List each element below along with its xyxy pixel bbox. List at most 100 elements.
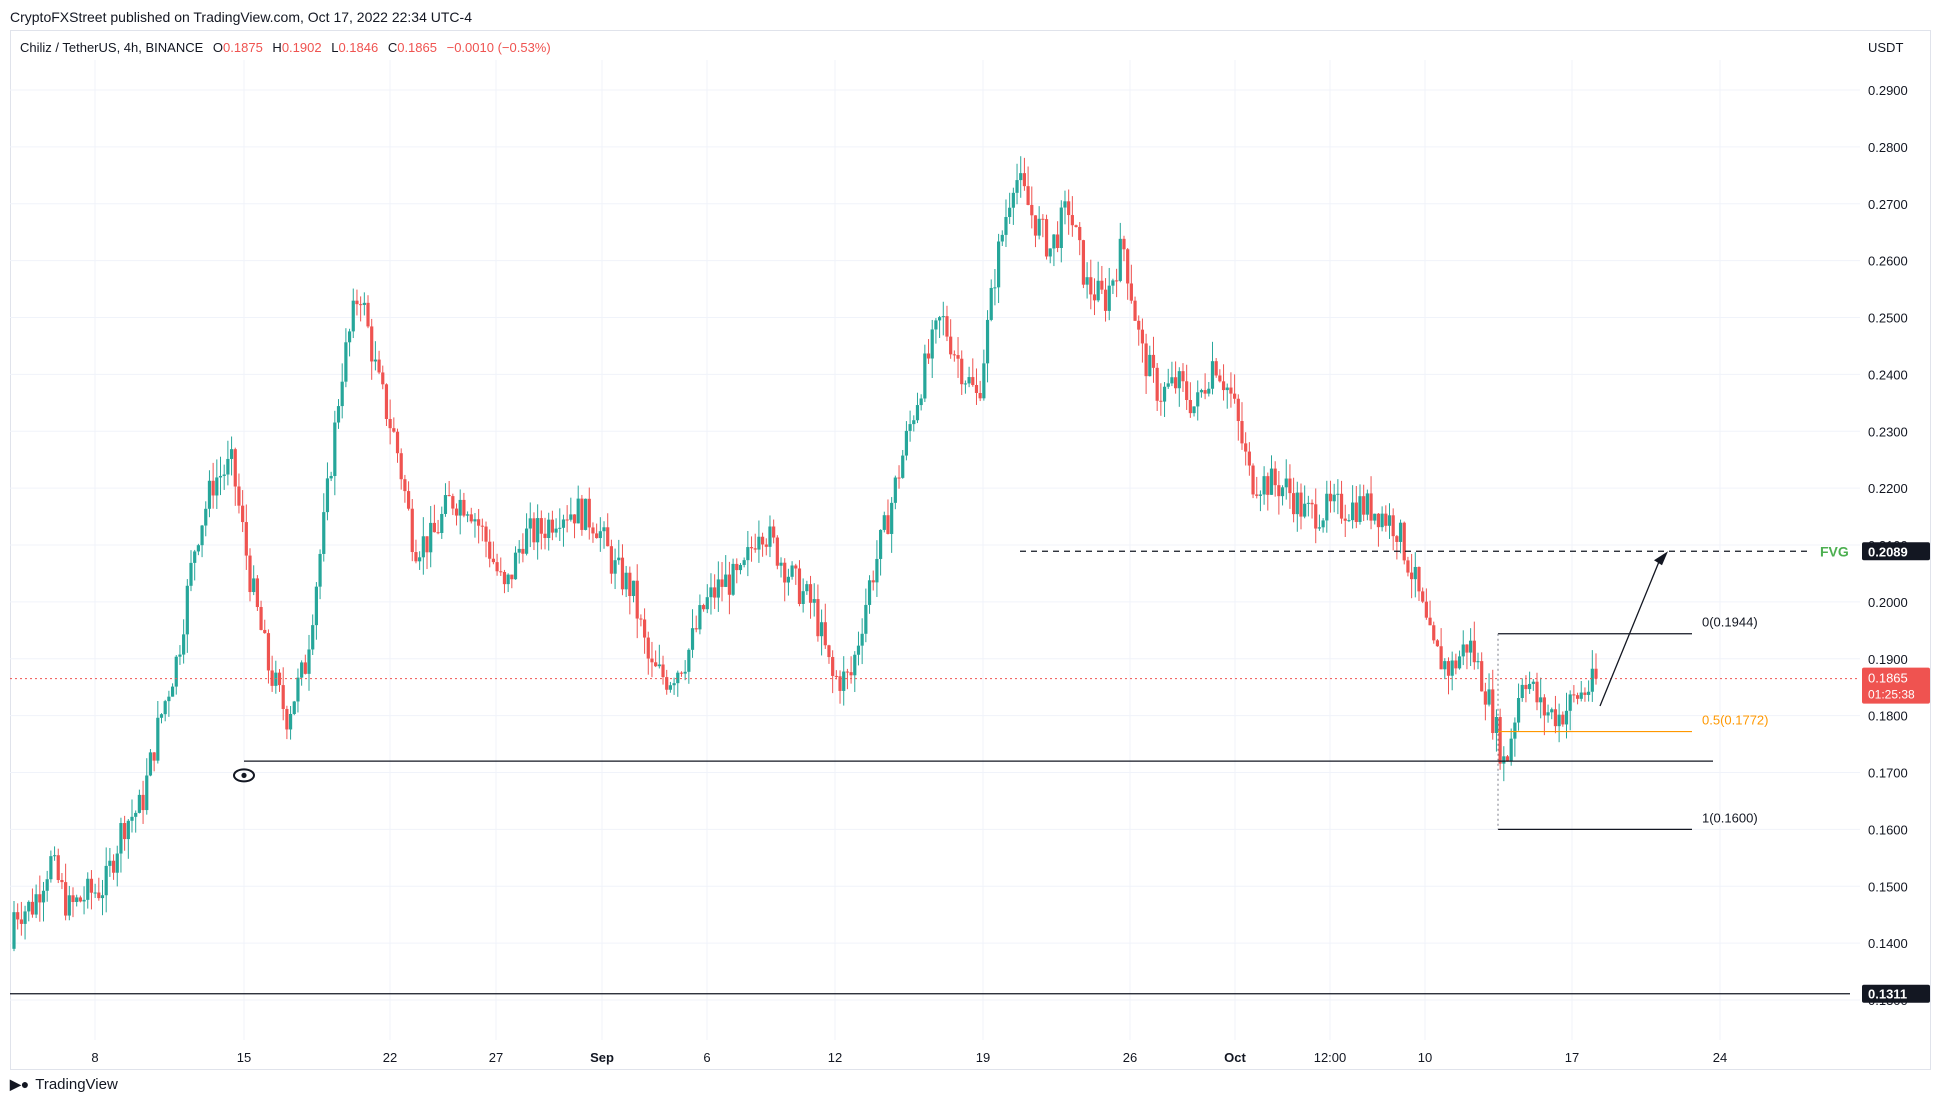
candle-body [742, 560, 746, 565]
candle-body [1557, 714, 1561, 727]
candle-body [720, 579, 724, 587]
candle-body [1022, 173, 1027, 187]
fvg-price-tag [1862, 542, 1930, 561]
candle-body [1432, 625, 1436, 641]
candle-body [436, 532, 440, 534]
candle-body [399, 453, 403, 480]
candle-body [1546, 712, 1550, 716]
candle-body [731, 563, 735, 595]
candle-body [480, 525, 484, 527]
candle-body [1587, 691, 1591, 695]
candle-body [266, 633, 271, 671]
fib-level-label: 0(0.1944) [1702, 615, 1758, 630]
candle-body [528, 518, 532, 529]
candle-body [1572, 694, 1576, 696]
candle-body [1247, 451, 1251, 466]
candle-body [937, 317, 942, 321]
candle-body [248, 555, 252, 593]
candle-body [395, 431, 400, 454]
candle-body [985, 319, 990, 364]
candle-body [263, 629, 267, 634]
candle-body [64, 882, 68, 916]
candle-body [1225, 387, 1229, 391]
candle-body [1351, 502, 1355, 521]
candle-body [598, 531, 602, 539]
candle-body [1236, 398, 1240, 422]
candle-body [1365, 493, 1369, 515]
candle-body [1520, 684, 1524, 699]
candle-body [1129, 283, 1133, 301]
candle-body [200, 525, 204, 546]
candle-body [196, 545, 200, 552]
candle-body [580, 498, 584, 530]
candle-body [1048, 248, 1052, 257]
candle-body [1594, 668, 1598, 679]
candle-body [495, 562, 499, 572]
candle-body [709, 587, 713, 598]
candle-body [134, 812, 138, 817]
candle-body [1199, 390, 1204, 393]
candle-body [1406, 560, 1410, 573]
candle-body [908, 424, 912, 431]
candle-body [1166, 383, 1170, 387]
candle-body [1306, 502, 1310, 504]
candle-body [1465, 644, 1469, 653]
candle-body [1299, 492, 1303, 517]
candle-body [1229, 387, 1233, 394]
fvg-price-value: 0.2089 [1868, 544, 1908, 559]
candle-body [949, 336, 953, 355]
open-value: 0.1875 [223, 40, 263, 55]
candle-body [300, 662, 304, 678]
candle-body [189, 562, 193, 586]
candle-body [1140, 329, 1145, 344]
candle-body [421, 536, 425, 558]
candle-body [930, 329, 934, 359]
candle-body [418, 557, 422, 562]
candle-body [1181, 371, 1185, 382]
candle-body [746, 547, 750, 561]
candle-body [886, 515, 890, 534]
candle-body [384, 384, 389, 419]
symbol-name[interactable]: Chiliz / TetherUS, 4h, BINANCE [20, 40, 204, 55]
candle-body [657, 664, 661, 667]
candle-body [233, 449, 237, 487]
candle-body [1089, 277, 1093, 295]
candle-body [1122, 238, 1126, 250]
candle-body [311, 625, 315, 650]
x-tick-label: 10 [1418, 1050, 1432, 1065]
candle-body [1325, 493, 1329, 521]
candle-body [410, 508, 414, 553]
candle-body [1288, 478, 1292, 494]
symbol-legend[interactable]: Chiliz / TetherUS, 4h, BINANCE O0.1875 H… [20, 40, 551, 55]
x-tick-label: 22 [383, 1050, 397, 1065]
currency-label[interactable]: USDT [1868, 40, 1904, 55]
candle-body [281, 685, 285, 709]
candle-body [543, 533, 547, 539]
y-tick-label: 0.1700 [1868, 766, 1908, 781]
candle-body [355, 300, 359, 305]
candle-body [1059, 207, 1063, 248]
candle-body [650, 658, 654, 663]
candle-body [16, 912, 20, 920]
candle-body [1063, 201, 1067, 208]
candle-body [1233, 393, 1237, 399]
candle-body [624, 572, 628, 590]
candle-body [705, 597, 709, 610]
countdown-value: 01:25:38 [1868, 688, 1915, 702]
candle-body [1561, 714, 1565, 725]
candle-body [1428, 617, 1432, 626]
candle-body [768, 526, 772, 547]
candle-body [1115, 280, 1119, 282]
candle-body [1509, 738, 1513, 761]
candle-body [1513, 722, 1517, 739]
candle-body [469, 514, 473, 522]
candle-body [1033, 215, 1038, 236]
candle-body [1362, 496, 1366, 515]
candle-body [738, 564, 743, 571]
candle-body [333, 422, 337, 476]
current-price-value: 0.1865 [1868, 671, 1908, 686]
candle-body [447, 495, 451, 497]
candle-body [329, 475, 333, 479]
footer[interactable]: ▶● TradingView [10, 1076, 118, 1093]
